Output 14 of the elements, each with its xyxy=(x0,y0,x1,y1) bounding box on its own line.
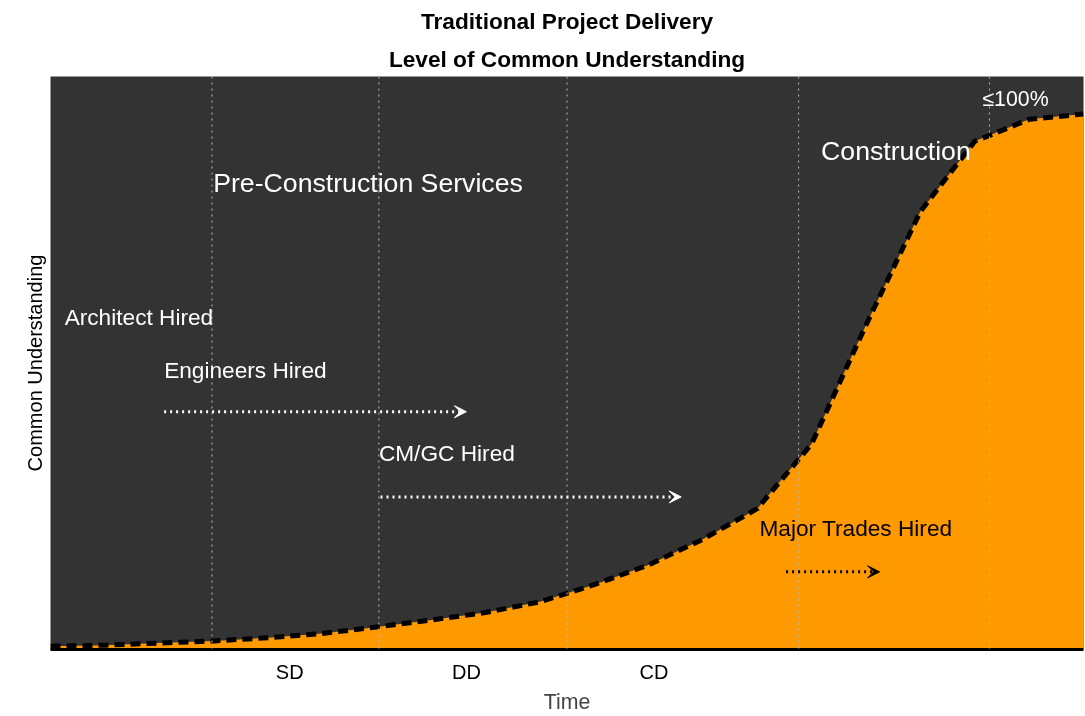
chart-subtitle: Level of Common Understanding xyxy=(388,45,746,72)
chart-title: Traditional Project Delivery xyxy=(420,7,714,34)
text: CD xyxy=(639,660,669,683)
text: ≤100% xyxy=(982,86,1049,111)
annotation: Architect Hired xyxy=(64,304,214,331)
text: DD xyxy=(451,660,481,683)
annotation: CM/GC Hired xyxy=(378,439,515,466)
annotation: Pre-Construction Services xyxy=(213,167,523,198)
annotation: Construction xyxy=(821,136,971,167)
annotation: Major Trades Hired xyxy=(759,515,953,542)
annotation: Engineers Hired xyxy=(164,357,327,384)
y-axis-title: Common Understanding xyxy=(23,254,46,472)
x-axis-title: Time xyxy=(543,689,591,714)
text: SD xyxy=(275,660,304,683)
